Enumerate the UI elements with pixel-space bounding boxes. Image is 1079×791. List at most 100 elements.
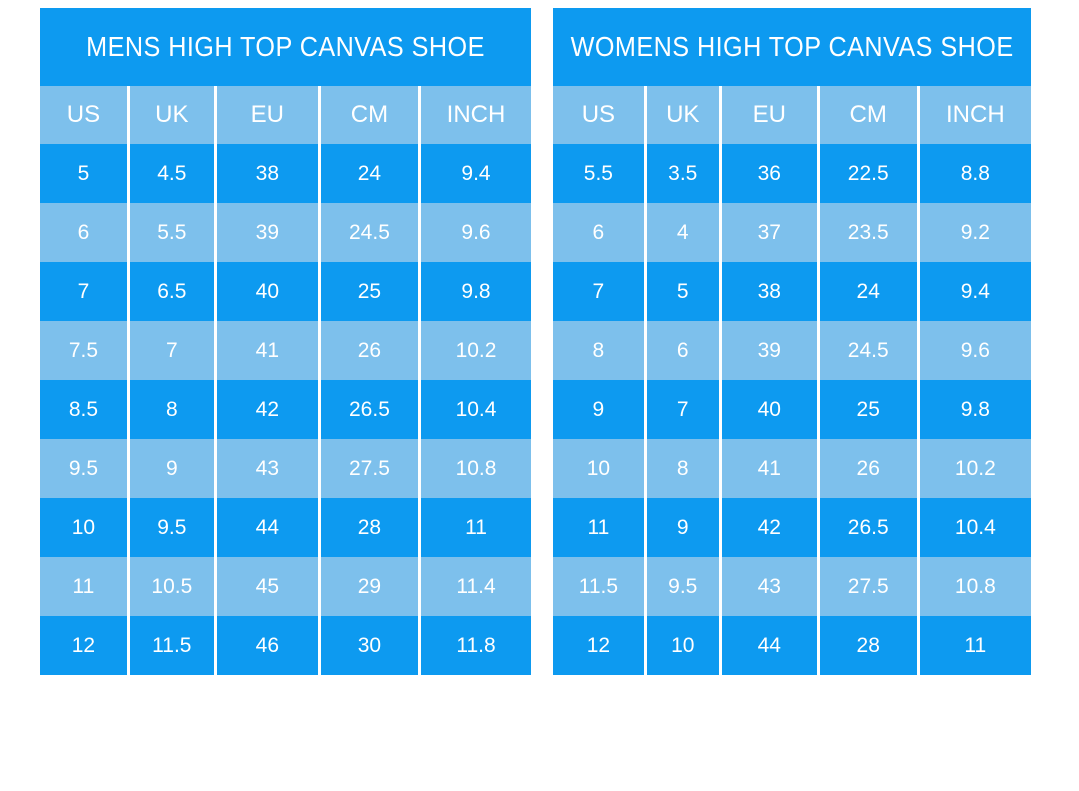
size-cell-inch: 8.8 (916, 144, 1031, 203)
size-cell-eu: 39 (718, 321, 819, 380)
size-cell-inch: 11.8 (418, 616, 531, 675)
size-cell-cm: 29 (317, 557, 420, 616)
table-row: 9 7 40 25 9.8 (553, 380, 1031, 439)
size-cell-uk: 6 (643, 321, 721, 380)
size-cell-inch: 9.6 (916, 321, 1031, 380)
size-cell-uk: 4 (643, 203, 721, 262)
size-cell-inch: 9.2 (916, 203, 1031, 262)
size-cell-inch: 9.6 (418, 203, 531, 262)
size-cell-eu: 42 (718, 498, 819, 557)
column-header-inch: INCH (916, 86, 1031, 144)
size-cell-cm: 22.5 (816, 144, 919, 203)
size-cell-inch: 9.8 (418, 262, 531, 321)
size-cell-cm: 26.5 (816, 498, 919, 557)
size-cell-eu: 44 (718, 616, 819, 675)
size-cell-us: 9.5 (40, 439, 129, 498)
size-cell-cm: 30 (317, 616, 420, 675)
table-row: 5.5 3.5 36 22.5 8.8 (553, 144, 1031, 203)
size-cell-us: 10 (40, 498, 129, 557)
size-cell-cm: 24.5 (317, 203, 420, 262)
size-cell-eu: 38 (718, 262, 819, 321)
size-cell-eu: 38 (213, 144, 320, 203)
mens-table-title: MENS HIGH TOP CANVAS SHOE (40, 8, 531, 86)
column-header-cm: CM (317, 86, 420, 144)
size-cell-uk: 8 (126, 380, 216, 439)
size-cell-cm: 26 (816, 439, 919, 498)
size-cell-uk: 11.5 (126, 616, 216, 675)
size-cell-us: 5.5 (553, 144, 646, 203)
size-cell-uk: 8 (643, 439, 721, 498)
size-cell-uk: 7 (643, 380, 721, 439)
size-cell-uk: 5.5 (126, 203, 216, 262)
size-cell-cm: 23.5 (816, 203, 919, 262)
size-cell-cm: 28 (317, 498, 420, 557)
size-cell-cm: 26.5 (317, 380, 420, 439)
column-header-us: US (40, 86, 129, 144)
size-cell-eu: 43 (213, 439, 320, 498)
mens-size-chart: MENS HIGH TOP CANVAS SHOE US UK EU CM INCH 5… (40, 8, 531, 675)
size-cell-eu: 37 (718, 203, 819, 262)
table-row: 6 4 37 23.5 9.2 (553, 203, 1031, 262)
size-cell-eu: 41 (213, 321, 320, 380)
size-cell-inch: 10.2 (418, 321, 531, 380)
size-cell-inch: 9.4 (418, 144, 531, 203)
table-row: 10 9.5 44 28 11 (40, 498, 531, 557)
column-header-row: US UK EU CM INCH (553, 86, 1031, 144)
size-cell-inch: 11 (418, 498, 531, 557)
table-row: 8 6 39 24.5 9.6 (553, 321, 1031, 380)
column-header-uk: UK (126, 86, 216, 144)
size-cell-uk: 3.5 (643, 144, 721, 203)
size-cell-cm: 27.5 (317, 439, 420, 498)
column-header-uk: UK (643, 86, 721, 144)
table-row: 11 10.5 45 29 11.4 (40, 557, 531, 616)
size-cell-eu: 36 (718, 144, 819, 203)
table-title-text: MENS HIGH TOP CANVAS SHOE (86, 31, 485, 62)
size-cell-cm: 25 (317, 262, 420, 321)
column-header-row: US UK EU CM INCH (40, 86, 531, 144)
size-cell-eu: 44 (213, 498, 320, 557)
size-cell-uk: 9.5 (643, 557, 721, 616)
size-cell-eu: 40 (718, 380, 819, 439)
womens-size-chart: WOMENS HIGH TOP CANVAS SHOE US UK EU CM INCH… (553, 8, 1031, 675)
size-cell-eu: 46 (213, 616, 320, 675)
column-header-eu: EU (213, 86, 320, 144)
size-cell-inch: 11 (916, 616, 1031, 675)
table-row: 10 8 41 26 10.2 (553, 439, 1031, 498)
table-row: 11 9 42 26.5 10.4 (553, 498, 1031, 557)
size-cell-us: 6 (40, 203, 129, 262)
size-cell-us: 12 (553, 616, 646, 675)
size-cell-inch: 10.8 (418, 439, 531, 498)
column-header-cm: CM (816, 86, 919, 144)
size-cell-us: 9 (553, 380, 646, 439)
size-cell-eu: 42 (213, 380, 320, 439)
size-cell-us: 7.5 (40, 321, 129, 380)
column-header-us: US (553, 86, 646, 144)
size-cell-us: 5 (40, 144, 129, 203)
table-row: 12 11.5 46 30 11.8 (40, 616, 531, 675)
size-cell-uk: 10.5 (126, 557, 216, 616)
table-row: 6 5.5 39 24.5 9.6 (40, 203, 531, 262)
size-cell-us: 8.5 (40, 380, 129, 439)
size-cell-cm: 24 (317, 144, 420, 203)
table-row: 7.5 7 41 26 10.2 (40, 321, 531, 380)
size-cell-us: 11 (553, 498, 646, 557)
size-cell-us: 6 (553, 203, 646, 262)
size-cell-uk: 9 (126, 439, 216, 498)
size-cell-us: 8 (553, 321, 646, 380)
table-title-text: WOMENS HIGH TOP CANVAS SHOE (570, 31, 1014, 62)
size-cell-cm: 25 (816, 380, 919, 439)
size-cell-cm: 28 (816, 616, 919, 675)
size-cell-uk: 10 (643, 616, 721, 675)
table-row: 7 6.5 40 25 9.8 (40, 262, 531, 321)
column-header-eu: EU (718, 86, 819, 144)
size-cell-cm: 27.5 (816, 557, 919, 616)
size-cell-inch: 10.4 (916, 498, 1031, 557)
size-cell-inch: 10.2 (916, 439, 1031, 498)
womens-table-title: WOMENS HIGH TOP CANVAS SHOE (553, 8, 1031, 86)
size-cell-inch: 11.4 (418, 557, 531, 616)
size-cell-us: 10 (553, 439, 646, 498)
size-cell-uk: 7 (126, 321, 216, 380)
size-cell-cm: 24.5 (816, 321, 919, 380)
size-cell-uk: 6.5 (126, 262, 216, 321)
